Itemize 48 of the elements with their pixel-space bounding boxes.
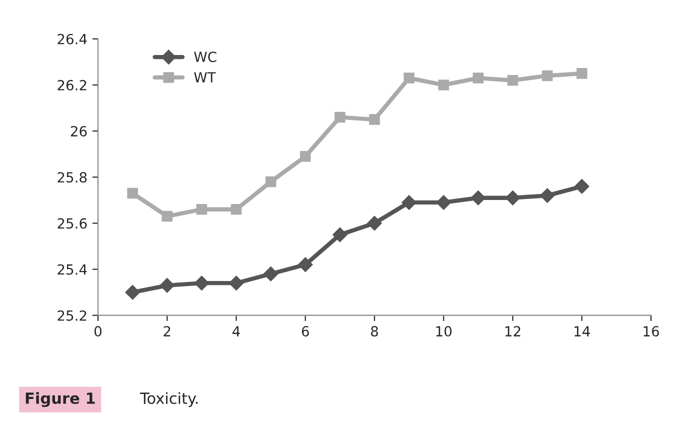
x-tick-label: 16	[644, 326, 659, 337]
point	[160, 278, 175, 293]
y-tick-label: 26	[70, 126, 87, 137]
x-tick-label: 2	[164, 326, 170, 336]
point	[265, 176, 276, 188]
point	[298, 257, 313, 272]
point	[194, 276, 210, 290]
x-tick-label: 6	[302, 326, 309, 337]
x-tick-label: 4	[232, 326, 240, 336]
point	[196, 204, 208, 215]
y-tick-label: 25.8	[58, 172, 87, 183]
point	[162, 210, 173, 222]
point	[436, 195, 452, 210]
point	[470, 190, 486, 206]
y-tick-label: 25.6	[58, 218, 87, 229]
caption: Figure 1	[26, 392, 95, 408]
point	[438, 80, 450, 90]
y-tick-label: 26.2	[58, 80, 86, 90]
legend-label: WT	[194, 72, 216, 82]
x-tick-label: 14	[574, 326, 590, 336]
point	[576, 68, 588, 79]
point	[369, 114, 380, 125]
point	[574, 178, 590, 194]
point	[505, 190, 520, 206]
point	[507, 74, 518, 86]
x-tick-label: 12	[505, 326, 520, 336]
y-tick-label: 25.2	[58, 310, 86, 321]
point	[263, 266, 278, 282]
point	[367, 216, 382, 231]
point	[125, 284, 140, 300]
x-tick-label: 0	[94, 326, 102, 337]
y-tick-label: 25.4	[58, 264, 87, 275]
x-tick-label: 8	[371, 326, 378, 337]
point	[332, 227, 348, 242]
point	[127, 188, 138, 199]
point	[540, 188, 555, 203]
legend-label: WC	[194, 52, 216, 62]
point	[542, 70, 553, 82]
point	[230, 204, 242, 215]
y-tick-label: 26.4	[58, 34, 87, 44]
point	[334, 112, 346, 123]
point	[402, 195, 416, 210]
point	[472, 72, 484, 84]
text: Toxicity.	[140, 392, 198, 407]
point	[404, 72, 414, 84]
point	[300, 151, 311, 162]
x-tick-label: 10	[436, 326, 452, 337]
point	[228, 276, 244, 290]
